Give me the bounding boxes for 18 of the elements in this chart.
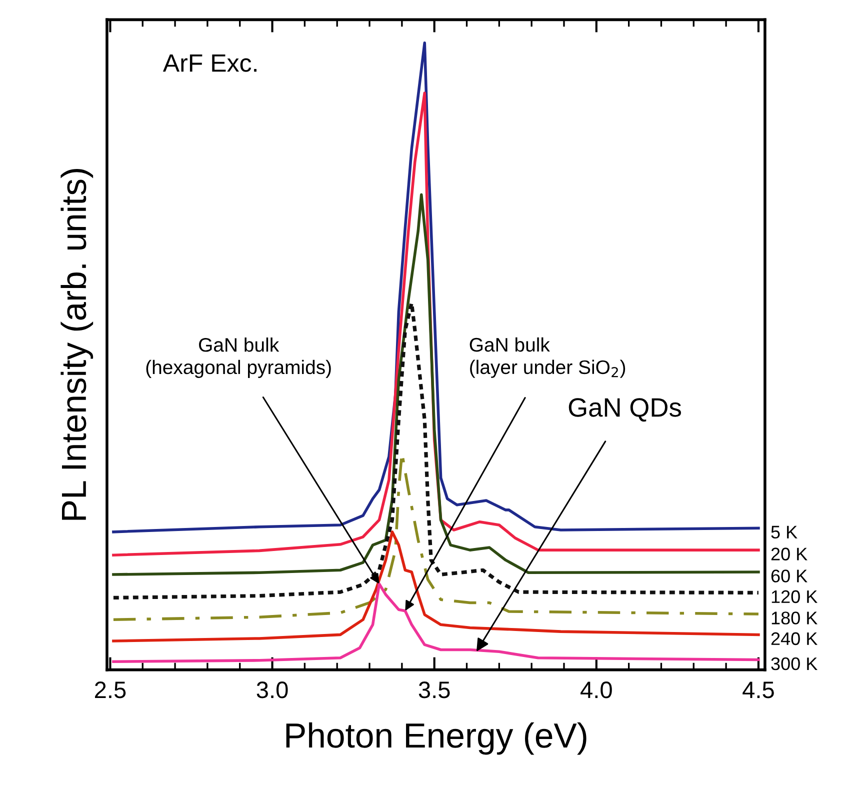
series-label: 20 K	[771, 548, 808, 560]
y-axis-title: PL Intensity (arb. units)	[60, 169, 94, 520]
annotation: ArF Exc.	[162, 54, 256, 72]
x-tick-label: 3.0	[256, 682, 288, 698]
annotation: GaN bulk (hexagonal pyramids)	[146, 338, 331, 378]
annotation: GaN QDs	[568, 398, 681, 422]
series-label: 240 K	[771, 632, 818, 646]
series-label: 180 K	[772, 612, 818, 624]
series-label: 5 K	[771, 526, 798, 539]
x-tick-label: 3.5	[418, 682, 450, 698]
x-tick-label: 4.0	[580, 682, 612, 698]
series-label: 120 K	[772, 590, 818, 604]
x-tick-label: 4.5	[742, 682, 774, 698]
series-label: 300 K	[771, 657, 818, 670]
series-label: 60 K	[771, 570, 808, 582]
annotation: GaN bulk (layer under SiO$_{2}$)	[470, 337, 626, 378]
x-tick-label: 2.5	[94, 682, 126, 698]
x-axis-title: Photon Energy (eV)	[286, 722, 586, 755]
